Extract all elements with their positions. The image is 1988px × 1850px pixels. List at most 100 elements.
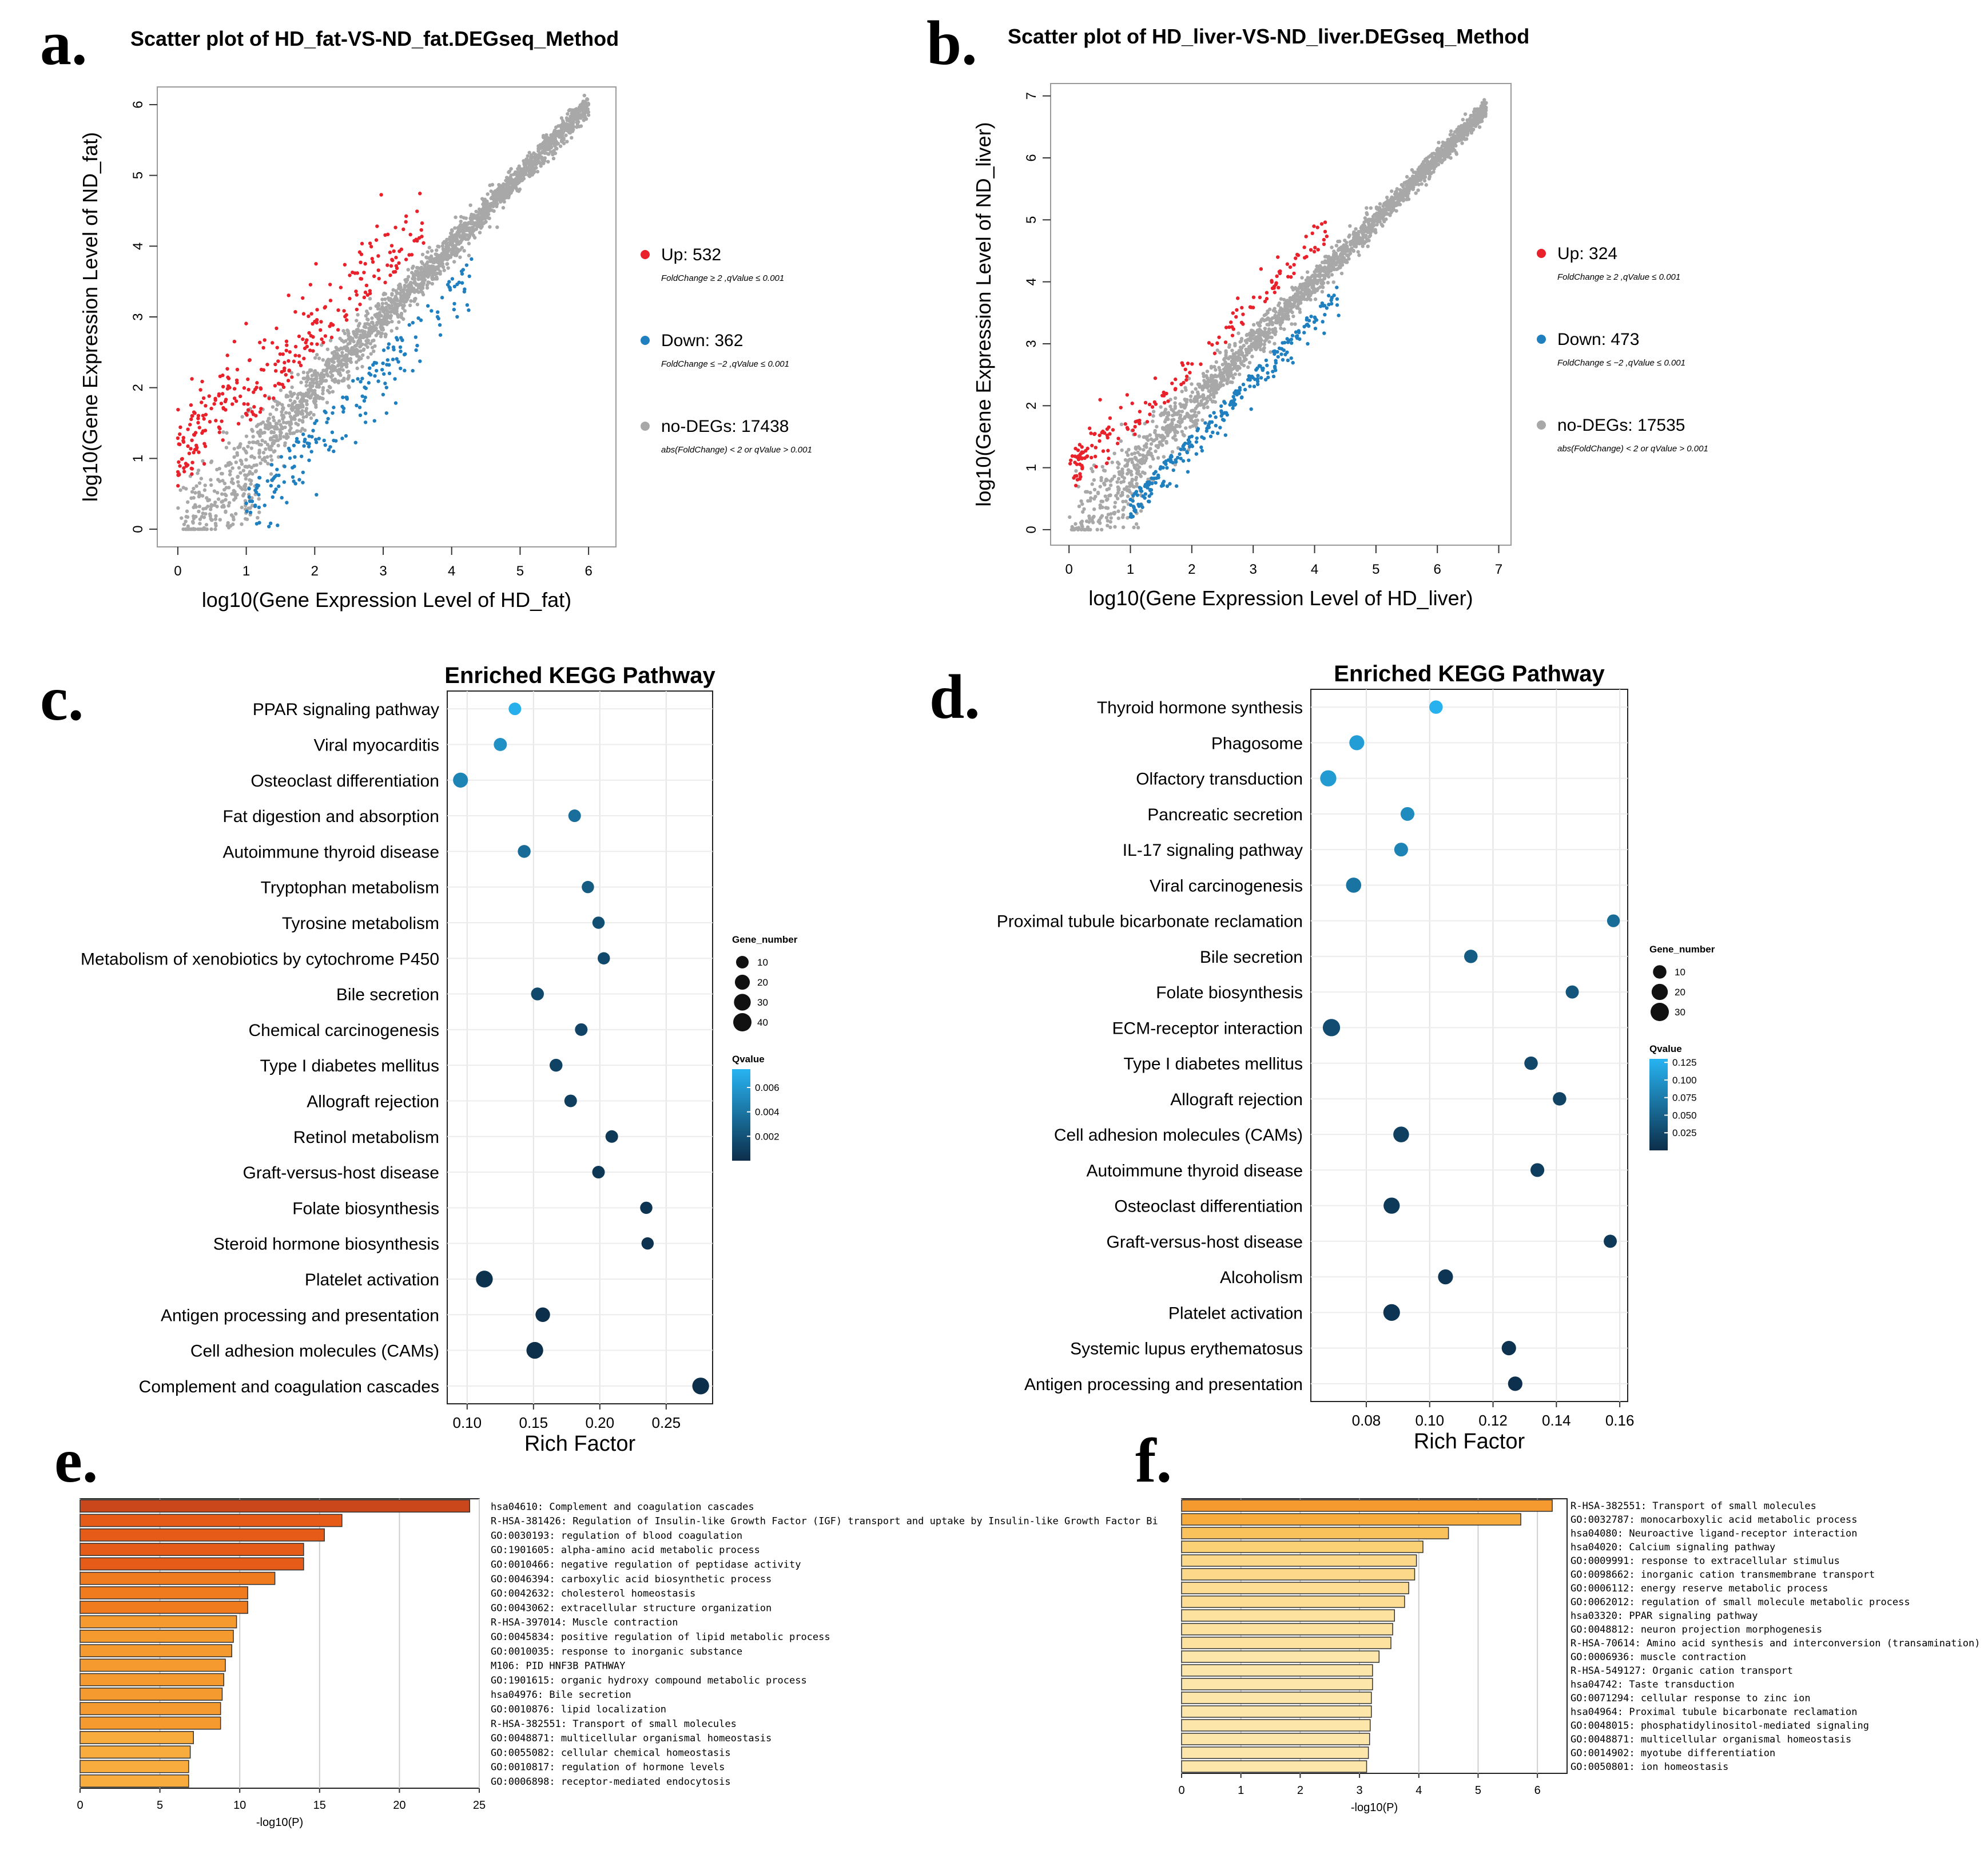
no-deg-point bbox=[1432, 166, 1436, 171]
no-deg-point bbox=[451, 249, 455, 253]
no-deg-point bbox=[252, 456, 256, 460]
legend-label: Down: 362 bbox=[661, 331, 743, 350]
down-point bbox=[461, 268, 465, 272]
no-deg-point bbox=[1378, 206, 1382, 210]
down-point bbox=[440, 296, 444, 300]
no-deg-point bbox=[1337, 260, 1341, 264]
no-deg-point bbox=[1195, 418, 1200, 422]
no-deg-point bbox=[292, 406, 296, 410]
no-deg-point bbox=[301, 376, 305, 380]
no-deg-point bbox=[205, 496, 209, 500]
no-deg-point bbox=[292, 431, 296, 435]
no-deg-point bbox=[403, 309, 407, 313]
no-deg-point bbox=[320, 372, 324, 376]
no-deg-point bbox=[1245, 340, 1249, 345]
no-deg-point bbox=[268, 426, 272, 430]
no-deg-point bbox=[560, 136, 564, 140]
no-deg-point bbox=[272, 418, 276, 423]
up-point bbox=[214, 419, 218, 423]
no-deg-point bbox=[1414, 191, 1418, 195]
no-deg-point bbox=[497, 186, 501, 190]
no-deg-point bbox=[1195, 390, 1200, 394]
no-deg-point bbox=[197, 509, 201, 514]
no-deg-point bbox=[1304, 278, 1309, 282]
no-deg-point bbox=[269, 430, 273, 435]
up-point bbox=[244, 321, 248, 325]
no-deg-point bbox=[279, 431, 283, 435]
no-deg-point bbox=[249, 455, 253, 459]
no-deg-point bbox=[238, 471, 242, 475]
no-deg-point bbox=[1261, 332, 1265, 336]
down-point bbox=[381, 372, 386, 376]
no-deg-point bbox=[338, 367, 342, 371]
no-deg-point bbox=[1080, 523, 1084, 528]
no-deg-point bbox=[284, 411, 288, 415]
up-point bbox=[201, 414, 205, 418]
y-tick-label: 6 bbox=[1024, 154, 1039, 161]
no-deg-point bbox=[547, 152, 551, 156]
no-deg-point bbox=[1116, 477, 1121, 481]
no-deg-point bbox=[178, 488, 182, 492]
no-deg-point bbox=[453, 226, 457, 230]
no-deg-point bbox=[1236, 331, 1240, 335]
down-point bbox=[464, 263, 469, 267]
no-deg-point bbox=[1144, 445, 1148, 449]
no-deg-point bbox=[1316, 287, 1320, 291]
no-deg-point bbox=[1160, 434, 1164, 438]
no-deg-point bbox=[453, 253, 457, 257]
no-deg-point bbox=[299, 380, 303, 384]
no-deg-point bbox=[345, 328, 349, 332]
no-deg-point bbox=[1345, 249, 1350, 253]
no-deg-point bbox=[1113, 525, 1117, 529]
no-deg-point bbox=[419, 260, 424, 264]
no-deg-point bbox=[286, 394, 290, 399]
no-deg-point bbox=[488, 225, 492, 229]
down-point bbox=[288, 456, 292, 460]
no-deg-point bbox=[376, 329, 380, 334]
no-deg-point bbox=[343, 345, 347, 350]
no-deg-point bbox=[408, 280, 413, 285]
up-point bbox=[359, 277, 364, 281]
no-deg-point bbox=[1170, 420, 1174, 425]
down-point bbox=[367, 381, 371, 385]
no-deg-point bbox=[1476, 111, 1480, 116]
no-deg-point bbox=[380, 301, 385, 305]
down-point bbox=[381, 361, 385, 366]
no-deg-point bbox=[1200, 388, 1204, 392]
no-deg-point bbox=[209, 483, 213, 487]
no-deg-point bbox=[228, 469, 232, 474]
no-deg-point bbox=[1338, 246, 1342, 250]
no-deg-point bbox=[1339, 253, 1344, 258]
no-deg-point bbox=[366, 355, 370, 359]
no-deg-point bbox=[204, 527, 209, 531]
no-deg-point bbox=[1316, 279, 1321, 283]
down-point bbox=[391, 358, 395, 362]
no-deg-point bbox=[1146, 438, 1150, 442]
no-deg-point bbox=[1359, 226, 1363, 231]
no-deg-point bbox=[527, 150, 531, 155]
up-point bbox=[246, 387, 251, 392]
no-deg-point bbox=[1166, 417, 1170, 422]
up-point bbox=[379, 193, 383, 197]
down-point bbox=[400, 338, 404, 343]
no-deg-point bbox=[212, 489, 217, 493]
no-deg-point bbox=[1166, 434, 1170, 438]
no-deg-point bbox=[435, 275, 439, 279]
no-deg-point bbox=[399, 311, 404, 316]
no-deg-point bbox=[213, 527, 217, 531]
down-point bbox=[269, 483, 273, 488]
no-deg-point bbox=[1267, 307, 1272, 311]
down-point bbox=[398, 345, 403, 350]
up-point bbox=[357, 250, 362, 254]
no-deg-point bbox=[570, 127, 575, 132]
up-point bbox=[276, 382, 281, 386]
no-deg-point bbox=[1348, 224, 1352, 228]
no-deg-point bbox=[1300, 292, 1304, 296]
no-deg-point bbox=[336, 364, 340, 368]
no-deg-point bbox=[1333, 253, 1337, 257]
no-deg-point bbox=[192, 505, 196, 510]
down-point bbox=[330, 430, 335, 434]
no-deg-point bbox=[1373, 230, 1378, 235]
no-deg-point bbox=[582, 93, 586, 98]
